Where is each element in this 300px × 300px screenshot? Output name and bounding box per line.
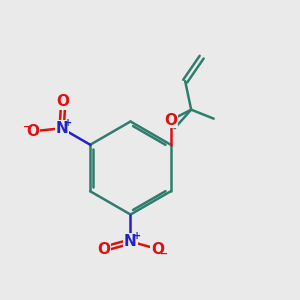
Text: −: − — [160, 248, 168, 259]
Text: N: N — [56, 121, 68, 136]
Text: O: O — [27, 124, 40, 139]
Text: O: O — [164, 113, 177, 128]
Text: O: O — [57, 94, 70, 109]
Text: +: + — [133, 231, 141, 241]
Text: −: − — [22, 122, 31, 132]
Text: O: O — [97, 242, 110, 256]
Text: N: N — [124, 234, 137, 249]
Text: +: + — [64, 118, 72, 128]
Text: O: O — [151, 242, 164, 256]
